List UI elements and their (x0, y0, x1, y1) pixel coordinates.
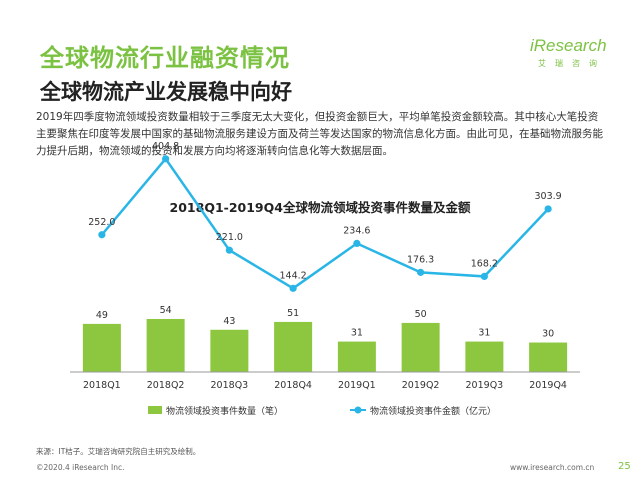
legend-label-amount: 物流领域投资事件金额（亿元） (370, 405, 496, 417)
page-subtitle: 全球物流产业发展稳中向好 (40, 80, 292, 104)
line-point (98, 231, 106, 239)
x-tick-label: 2018Q2 (147, 380, 185, 391)
bar-value-label: 51 (287, 308, 299, 319)
bar (146, 318, 185, 372)
line-value-label: 144.2 (280, 270, 307, 281)
line-point (353, 239, 361, 248)
amount-line (100, 156, 550, 290)
chart-title: 2018Q1-2019Q4全球物流领域投资事件数量及金额 (169, 200, 471, 215)
legend: 物流领域投资事件数量（笔） 物流领域投资事件金额（亿元） (148, 405, 496, 417)
legend-line-marker (354, 406, 362, 414)
line-point (480, 272, 488, 281)
bar-value-label: 31 (478, 328, 490, 339)
iresearch-logo: iResearch 艾瑞咨询 (530, 36, 610, 69)
bar (401, 322, 440, 372)
copyright: ©2020.4 iResearch Inc. (36, 463, 125, 472)
x-tick-label: 2019Q2 (402, 380, 440, 391)
legend-label-count: 物流领域投资事件数量（笔） (166, 405, 283, 417)
page-title: 全球物流行业融资情况 (40, 44, 290, 72)
x-tick-label: 2018Q4 (274, 380, 312, 391)
page-number: 25 (618, 461, 631, 472)
bar (210, 329, 249, 372)
website-link[interactable]: www.iresearch.com.cn (510, 463, 595, 472)
line-value-label: 221.0 (216, 232, 243, 243)
line-point (162, 155, 170, 163)
line-value-label: 176.3 (407, 254, 434, 265)
legend-bar-swatch (148, 406, 162, 414)
bar (529, 342, 568, 372)
line-point (289, 284, 297, 292)
bar-value-label: 54 (160, 305, 172, 316)
source-note: 来源：IT桔子。艾瑞咨询研究院自主研究及绘制。 (36, 447, 201, 456)
bar-value-label: 31 (351, 328, 363, 339)
summary-paragraph: 2019年四季度物流领域投资数量相较于三季度无太大变化，但投资金额巨大，平均单笔… (36, 111, 603, 157)
bar-value-labels: 49 54 43 51 31 50 31 30 (96, 305, 554, 340)
line-series: 252.0 404.8 221.0 144.2 234.6 176.3 168.2 303.9 (88, 141, 562, 292)
bar-value-label: 50 (415, 309, 427, 320)
bar-value-label: 43 (223, 316, 235, 327)
bar (274, 321, 313, 372)
bar (465, 341, 504, 372)
logo-wordmark: iResearch (530, 36, 607, 55)
bar-value-label: 30 (542, 329, 554, 340)
x-tick-label: 2019Q3 (466, 380, 504, 391)
line-point (544, 205, 552, 213)
bar-value-label: 49 (96, 310, 108, 321)
line-value-label: 303.9 (535, 191, 562, 202)
bar-series (82, 318, 568, 372)
line-value-label: 234.6 (343, 225, 370, 236)
bar (337, 341, 376, 372)
x-tick-label: 2019Q4 (529, 380, 567, 391)
x-tick-label: 2018Q1 (83, 380, 121, 391)
line-value-label: 404.8 (152, 141, 179, 152)
x-tick-label: 2018Q3 (211, 380, 249, 391)
line-value-label: 168.2 (471, 258, 498, 269)
line-point (225, 246, 233, 254)
bar (82, 323, 121, 372)
line-point (417, 268, 425, 276)
line-value-label: 252.0 (88, 217, 115, 228)
x-tick-label: 2019Q1 (338, 380, 376, 391)
x-axis-labels: 2018Q1 2018Q2 2018Q3 2018Q4 2019Q1 2019Q2 2019… (83, 380, 567, 391)
logo-subtext: 艾瑞咨询 (538, 59, 606, 68)
